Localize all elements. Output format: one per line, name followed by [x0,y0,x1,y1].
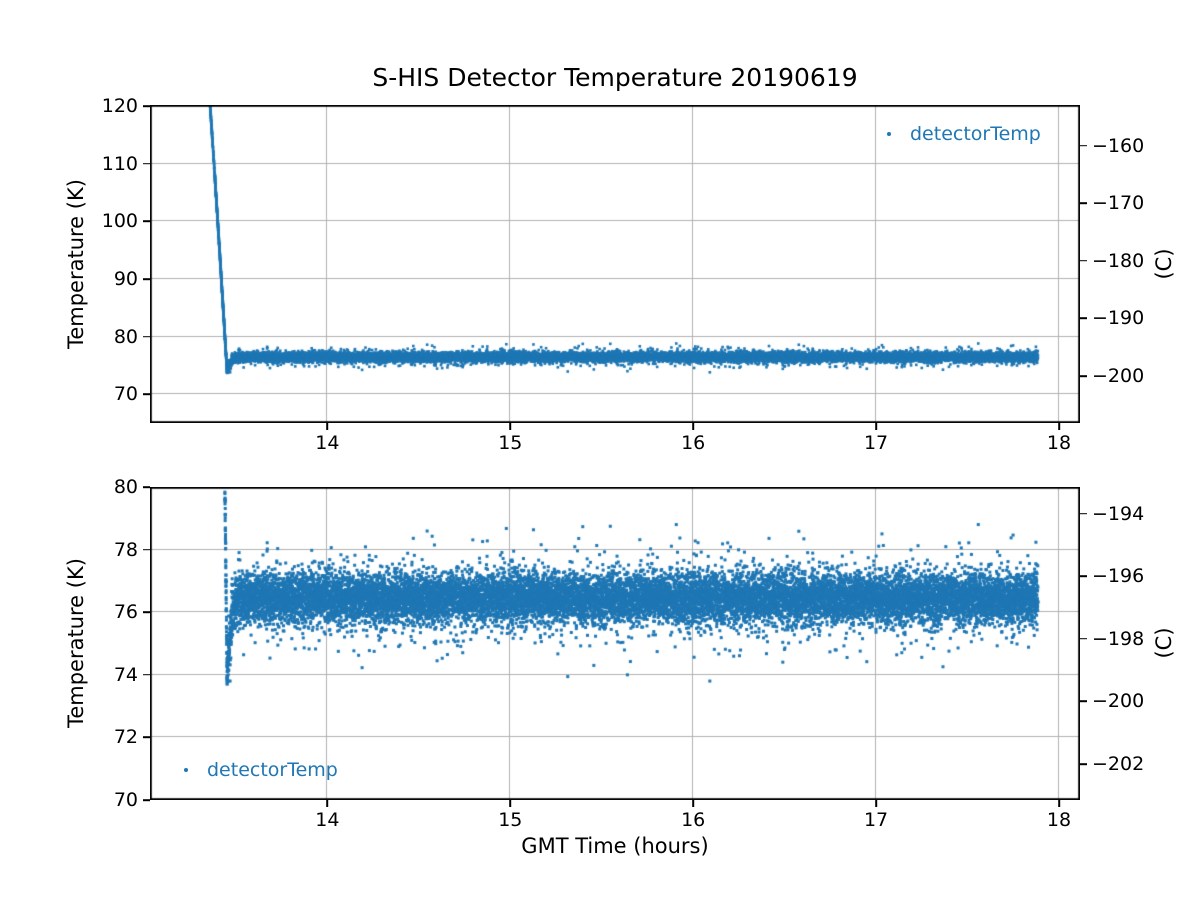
y-tick-mark [143,611,150,613]
x-tick-mark [875,423,877,430]
right-y-tick-mark [1080,317,1087,320]
y-tick-mark [143,393,150,395]
x-tick-label: 18 [1046,432,1072,454]
y-tick-mark [143,799,150,801]
x-tick-mark [692,423,694,430]
bottom-y-axis-label: Temperature (K) [64,558,88,728]
x-tick-label: 16 [681,809,706,831]
y-tick-label: 76 [113,601,138,624]
bottom-right-y-axis-label: (C) [1152,627,1176,659]
top-right-y-axis-label: (C) [1152,248,1176,280]
y-tick-mark [143,278,150,280]
y-tick-mark [143,548,150,551]
bottom-plot-canvas [150,487,1080,800]
y-tick-label: 78 [113,538,138,561]
y-tick-mark [143,162,150,165]
right-y-tick-mark [1080,144,1087,147]
top-legend: detectorTemp [887,123,1041,145]
x-tick-label: 14 [315,432,340,454]
x-tick-mark [692,800,694,807]
y-tick-label: 90 [113,267,138,290]
x-tick-label: 15 [498,432,523,454]
right-y-tick-mark [1080,260,1087,262]
right-y-tick-label: −200 [1092,365,1145,388]
right-y-tick-label: −200 [1092,690,1145,713]
top-y-axis-label: Temperature (K) [64,179,88,349]
y-tick-label: 72 [113,726,138,749]
x-tick-mark [1058,423,1060,430]
right-y-tick-label: −190 [1092,307,1145,330]
right-y-tick-mark [1080,512,1087,515]
legend-label: detectorTemp [910,123,1041,145]
y-tick-label: 80 [113,325,138,348]
x-tick-label: 18 [1046,809,1072,831]
right-y-tick-label: −198 [1092,627,1145,650]
y-tick-label: 70 [113,383,138,406]
y-tick-mark [143,674,150,676]
y-tick-mark [143,105,150,107]
right-y-tick-mark [1080,763,1087,765]
x-tick-label: 16 [681,432,706,454]
right-y-tick-label: −160 [1092,134,1145,157]
top-axes [150,105,1080,423]
right-y-tick-label: −202 [1092,753,1145,775]
x-tick-mark [875,800,877,807]
x-tick-label: 15 [498,809,523,831]
legend-marker-icon [887,132,891,136]
x-tick-label: 17 [863,432,889,454]
x-axis-label: GMT Time (hours) [521,834,709,858]
x-tick-mark [1058,800,1060,807]
bottom-axes [150,487,1080,800]
right-y-tick-mark [1080,375,1087,377]
legend-marker-icon [184,768,188,772]
x-tick-mark [509,423,512,430]
chart-title: S-HIS Detector Temperature 20190619 [372,63,858,92]
right-y-tick-label: −170 [1092,192,1145,215]
y-tick-label: 74 [113,663,138,686]
right-y-tick-label: −196 [1092,565,1145,588]
right-y-tick-mark [1080,575,1087,577]
y-tick-label: 110 [101,152,138,175]
bottom-legend: detectorTemp [184,759,338,781]
x-tick-mark [509,800,512,807]
right-y-tick-label: −194 [1092,502,1145,525]
x-tick-mark [326,423,329,430]
right-y-tick-mark [1080,638,1087,640]
right-y-tick-label: −180 [1092,249,1145,272]
y-tick-label: 120 [101,95,138,118]
legend-label: detectorTemp [207,759,338,781]
x-tick-label: 14 [315,809,340,831]
x-tick-mark [326,800,329,807]
y-tick-mark [143,486,150,488]
x-tick-label: 17 [863,809,889,831]
y-tick-mark [143,220,150,223]
y-tick-label: 100 [101,210,138,233]
right-y-tick-mark [1080,700,1087,703]
right-y-tick-mark [1080,202,1087,205]
y-tick-label: 80 [113,476,138,498]
top-plot-canvas [150,105,1080,423]
y-tick-label: 70 [113,789,138,811]
y-tick-mark [143,736,150,739]
y-tick-mark [143,335,150,338]
